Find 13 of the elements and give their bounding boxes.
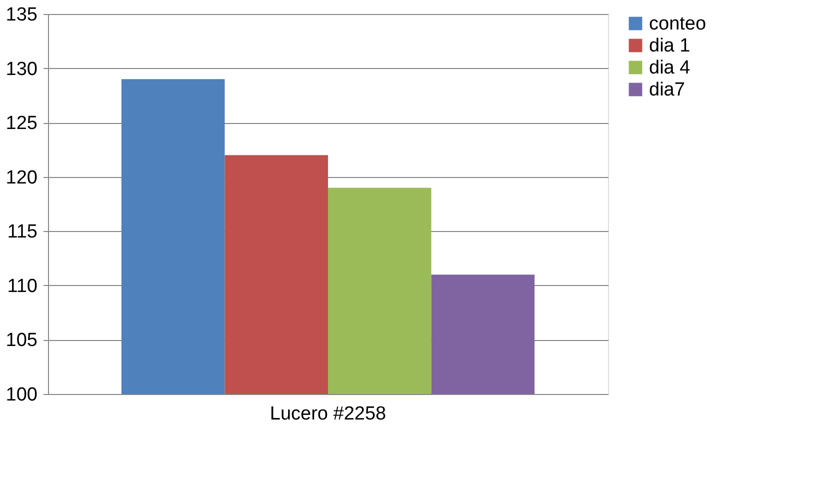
legend-label: dia7 — [649, 80, 685, 100]
y-tick-label: 130 — [6, 58, 38, 80]
y-tick-label: 110 — [7, 276, 38, 297]
legend-label: conteo — [649, 14, 706, 34]
y-tick-label: 115 — [7, 222, 38, 243]
y-tick-label: 100 — [6, 384, 38, 406]
y-tick-label: 120 — [6, 167, 38, 188]
y-tick-label: 135 — [6, 4, 38, 26]
x-tick-label: Lucero #2258 — [270, 404, 386, 424]
y-tick-label: 125 — [6, 113, 38, 134]
legend-label: dia 1 — [649, 36, 690, 56]
y-tick-label: 105 — [6, 330, 38, 352]
legend-label: dia 4 — [649, 58, 691, 78]
